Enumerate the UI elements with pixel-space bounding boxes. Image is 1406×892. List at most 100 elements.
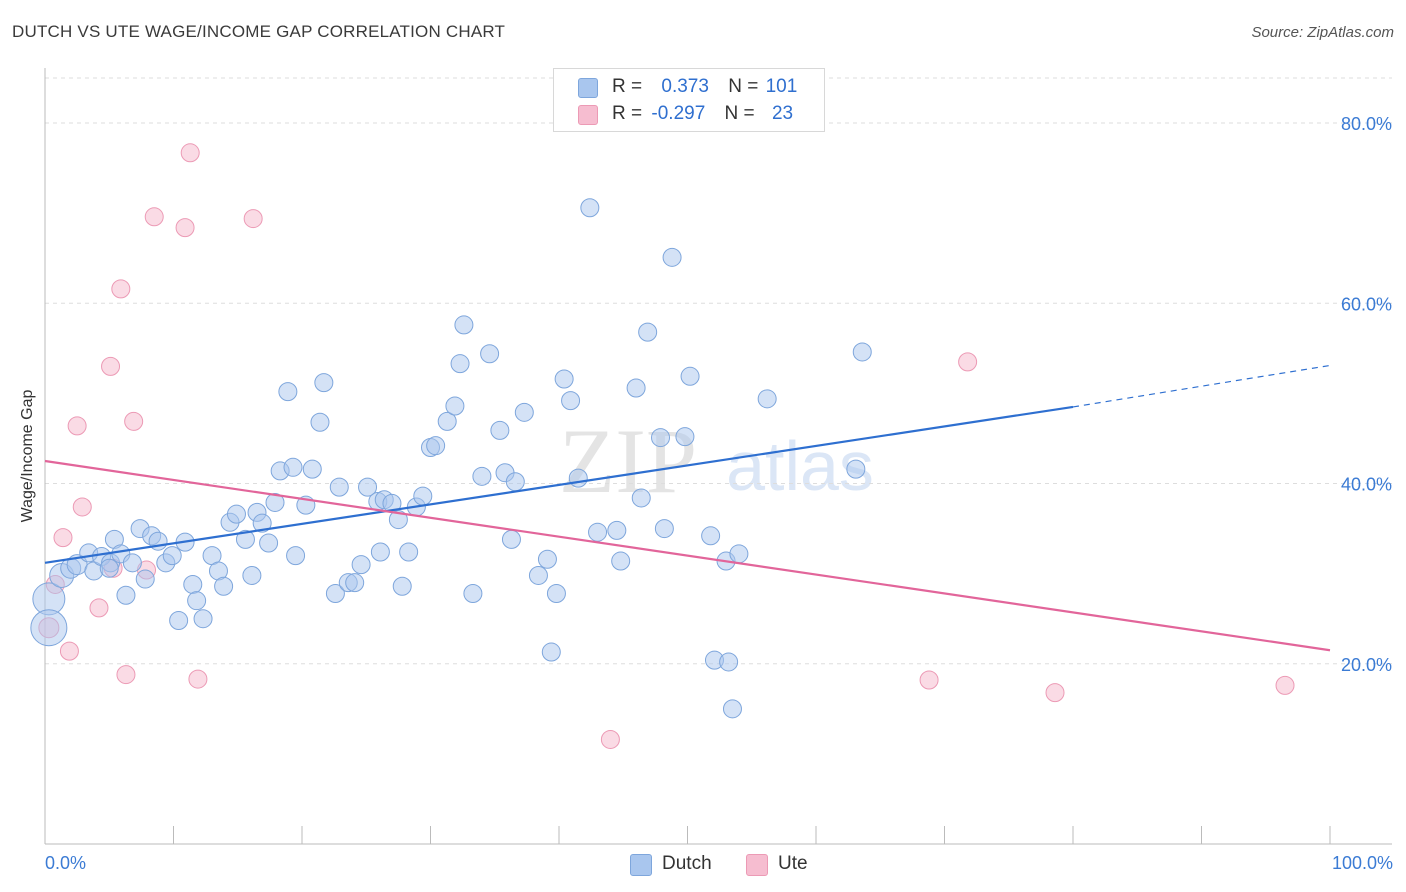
ute-swatch — [746, 854, 768, 876]
y-tick-label: 40.0% — [1341, 475, 1392, 495]
legend-n-label: N = — [728, 76, 759, 97]
dutch-point — [235, 529, 255, 549]
dutch-point — [588, 522, 608, 542]
dutch-point — [680, 366, 700, 386]
dutch-point — [388, 510, 408, 530]
ute-point — [188, 669, 208, 689]
y-tick-label: 80.0% — [1341, 114, 1392, 134]
y-tick-label: 60.0% — [1341, 294, 1392, 314]
ute-point — [59, 641, 79, 661]
dutch-point — [351, 555, 371, 575]
dutch-point — [116, 585, 136, 605]
dutch-point — [445, 396, 465, 416]
legend-n-value: 23 — [771, 103, 794, 124]
chart-title: DUTCH VS UTE WAGE/INCOME GAP CORRELATION… — [12, 22, 506, 41]
dutch-point — [729, 544, 749, 564]
dutch-point — [99, 558, 119, 578]
ute-trend-line — [44, 459, 1331, 652]
dutch-point — [541, 642, 561, 662]
ute-point — [111, 279, 131, 299]
trend-lines — [44, 364, 1331, 652]
dutch-point — [654, 519, 674, 539]
x-tick-label: 100.0% — [1332, 853, 1393, 873]
dutch-point — [370, 542, 390, 562]
dutch-series — [30, 198, 872, 719]
ute-point — [116, 665, 136, 685]
dutch-swatch — [630, 854, 652, 876]
dutch-point — [501, 529, 521, 549]
y-tick-label: 20.0% — [1341, 655, 1392, 675]
ute-point — [53, 528, 73, 548]
dutch-point — [454, 315, 474, 335]
x-tick-label: 0.0% — [45, 853, 86, 873]
dutch-point — [568, 468, 588, 488]
dutch-point — [413, 486, 433, 506]
dutch-point — [546, 583, 566, 603]
watermark-zip: ZIP — [559, 410, 697, 512]
dutch-point — [554, 369, 574, 389]
dutch-point — [450, 354, 470, 374]
dutch-point — [852, 342, 872, 362]
dutch-point — [607, 520, 627, 540]
dutch-point — [514, 402, 534, 422]
dutch-point — [528, 565, 548, 585]
dutch-point — [701, 526, 721, 546]
dutch-point — [463, 583, 483, 603]
dutch-point — [611, 551, 631, 571]
dutch-point — [399, 542, 419, 562]
ute-point — [600, 729, 620, 749]
dutch-point — [675, 427, 695, 447]
ute-point — [144, 207, 164, 227]
dutch-point — [392, 576, 412, 596]
dutch-trend-extension — [1072, 364, 1331, 408]
dutch-point — [631, 488, 651, 508]
correlation-legend: R = 0.373 N = 101 R = -0.297 N = 23 — [553, 68, 825, 132]
dutch-point — [169, 611, 189, 631]
dutch-point — [345, 573, 365, 593]
dutch-point — [580, 198, 600, 218]
ute-point — [180, 143, 200, 163]
dutch-point — [122, 553, 142, 573]
dutch-point — [278, 382, 298, 402]
dutch-label: Dutch — [662, 853, 712, 874]
dutch-swatch — [578, 78, 598, 98]
dutch-point — [286, 546, 306, 566]
dutch-point — [242, 565, 262, 585]
dutch-point — [561, 391, 581, 411]
dutch-point — [329, 477, 349, 497]
ute-point — [124, 411, 144, 431]
legend-n-label: N = — [724, 103, 755, 124]
dutch-point — [310, 412, 330, 432]
dutch-point — [265, 492, 285, 512]
dutch-point — [437, 411, 457, 431]
dutch-point — [193, 609, 213, 629]
legend-r-label: R = — [612, 103, 643, 124]
ute-point — [243, 209, 263, 229]
dutch-point — [226, 504, 246, 524]
axis-layer — [44, 68, 1392, 845]
source-label: Source: ZipAtlas.com — [1251, 24, 1394, 41]
dutch-point — [537, 549, 557, 569]
dutch-point — [480, 344, 500, 364]
legend-r-value: 0.373 — [661, 76, 709, 97]
ute-point — [101, 356, 121, 376]
dutch-point — [472, 466, 492, 486]
tick-labels: 20.0% 40.0% 60.0% 80.0% 0.0% 100.0% — [45, 114, 1393, 873]
dutch-point — [135, 569, 155, 589]
dutch-point — [252, 513, 272, 533]
dutch-point — [162, 546, 182, 566]
ute-point — [89, 598, 109, 618]
legend-n-value: 101 — [765, 76, 798, 97]
dutch-point — [505, 472, 525, 492]
dutch-point — [183, 574, 203, 594]
ute-label: Ute — [778, 853, 808, 874]
dutch-point — [214, 576, 234, 596]
dutch-point — [722, 699, 742, 719]
ute-point — [1045, 683, 1065, 703]
dutch-point — [358, 477, 378, 497]
dutch-point — [651, 428, 671, 448]
ute-point — [175, 218, 195, 238]
dutch-point — [426, 436, 446, 456]
dutch-trend-line — [44, 405, 1074, 564]
